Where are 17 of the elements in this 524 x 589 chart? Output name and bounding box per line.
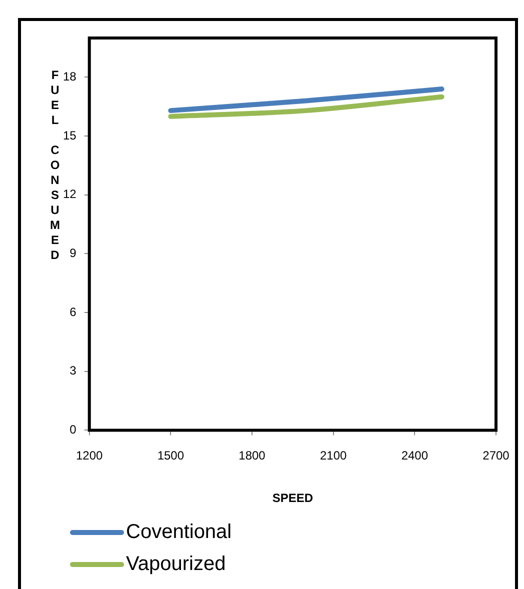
legend-label: Coventional (126, 520, 232, 544)
x-tick-label: 2100 (320, 448, 348, 463)
y-tick-label: 12 (62, 187, 77, 202)
x-tick-label: 2700 (482, 448, 510, 463)
y-tick-label: 3 (70, 364, 77, 378)
y-tick-label: 9 (70, 246, 77, 260)
x-tick-label: 1200 (76, 448, 104, 463)
y-tick-label: 0 (70, 422, 77, 437)
x-tick-label: 1500 (157, 448, 184, 463)
x-axis-title: SPEED (272, 491, 314, 506)
x-tick-label: 1800 (238, 448, 266, 463)
y-tick-label: 15 (62, 128, 77, 142)
y-axis-title: FUEL CONSUMED (48, 68, 62, 263)
y-tick-label: 6 (70, 304, 77, 319)
legend-label: Vapourized (126, 552, 226, 576)
x-tick-label: 2400 (401, 448, 428, 463)
y-tick-label: 18 (62, 70, 77, 84)
